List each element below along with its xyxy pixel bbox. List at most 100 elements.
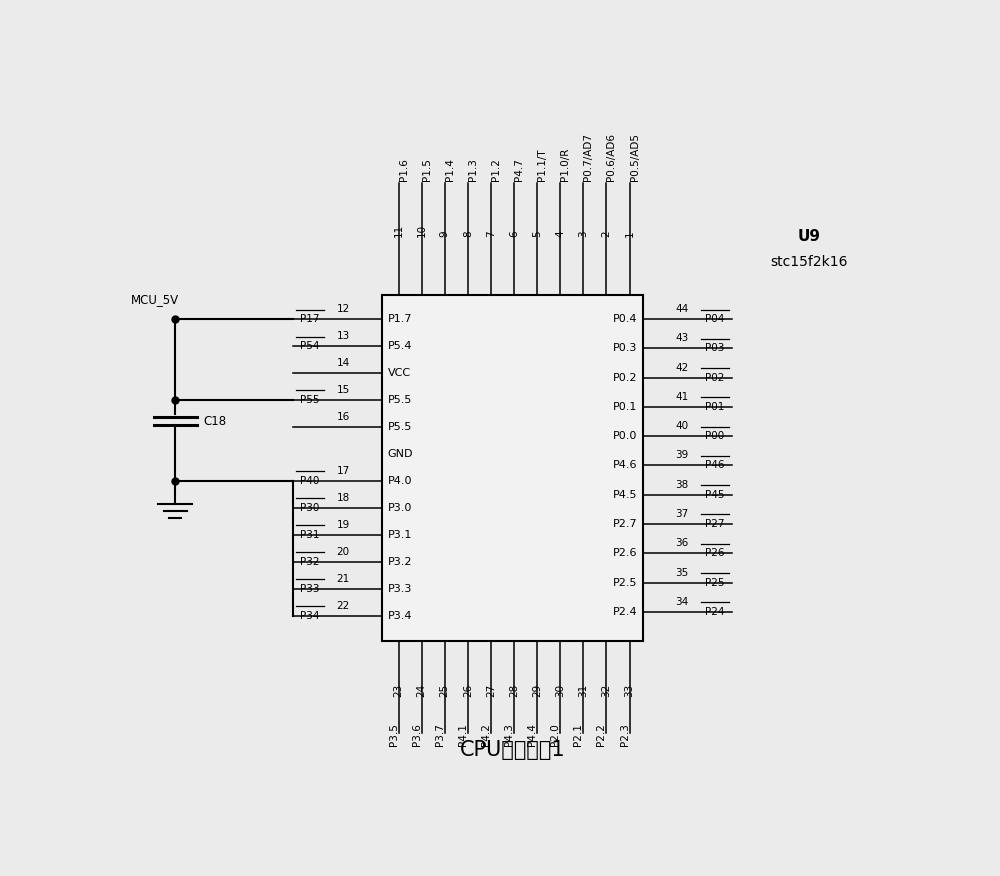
Text: P25: P25	[705, 577, 725, 588]
Text: P3.5: P3.5	[389, 724, 399, 746]
Text: P4.1: P4.1	[458, 724, 468, 746]
Text: VCC: VCC	[388, 368, 411, 378]
Text: CPU主控模块1: CPU主控模块1	[460, 740, 565, 760]
Text: 6: 6	[509, 230, 519, 237]
Text: 14: 14	[336, 358, 350, 368]
Text: U9: U9	[797, 230, 820, 244]
Text: P26: P26	[705, 548, 725, 558]
Text: P0.5/AD5: P0.5/AD5	[630, 132, 640, 180]
Text: P1.3: P1.3	[468, 158, 478, 180]
Text: P4.7: P4.7	[514, 158, 524, 180]
Text: 13: 13	[336, 331, 350, 341]
Text: 8: 8	[463, 230, 473, 237]
Text: 5: 5	[532, 230, 542, 237]
Text: P31: P31	[300, 530, 320, 540]
Text: P02: P02	[705, 372, 725, 383]
Text: P3.0: P3.0	[388, 503, 412, 512]
Text: P55: P55	[300, 395, 320, 405]
Text: 20: 20	[337, 547, 350, 557]
Text: P30: P30	[300, 503, 320, 512]
Text: 22: 22	[336, 601, 350, 611]
Text: P0.0: P0.0	[613, 431, 637, 442]
Text: 37: 37	[675, 509, 689, 519]
Text: 29: 29	[532, 683, 542, 696]
Text: 15: 15	[336, 385, 350, 395]
Text: P45: P45	[705, 490, 725, 499]
Text: 26: 26	[463, 683, 473, 696]
Text: P2.1: P2.1	[573, 724, 583, 746]
Text: P3.7: P3.7	[435, 724, 445, 746]
Text: 21: 21	[336, 574, 350, 583]
Text: P1.7: P1.7	[388, 314, 412, 324]
Text: P2.7: P2.7	[613, 519, 637, 529]
Text: P3.3: P3.3	[388, 583, 412, 594]
Text: P1.1/T: P1.1/T	[537, 148, 547, 180]
Text: P4.2: P4.2	[481, 724, 491, 746]
Text: 1: 1	[625, 230, 635, 237]
Text: P04: P04	[705, 314, 725, 324]
Text: P3.1: P3.1	[388, 530, 412, 540]
Text: P0.7/AD7: P0.7/AD7	[583, 132, 593, 180]
Text: P2.4: P2.4	[613, 607, 637, 617]
Text: 41: 41	[675, 392, 689, 402]
Text: P27: P27	[705, 519, 725, 529]
Text: P5.5: P5.5	[388, 395, 412, 405]
Text: P54: P54	[300, 341, 320, 351]
Text: P2.3: P2.3	[620, 724, 630, 746]
Text: 25: 25	[440, 683, 450, 696]
Text: P33: P33	[300, 583, 320, 594]
Text: P4.4: P4.4	[527, 724, 537, 746]
Text: P1.2: P1.2	[491, 158, 501, 180]
Text: 17: 17	[336, 466, 350, 476]
Text: C18: C18	[203, 414, 226, 427]
Text: P3.2: P3.2	[388, 557, 412, 567]
Text: 31: 31	[578, 683, 588, 696]
Text: 30: 30	[555, 683, 565, 696]
Text: stc15f2k16: stc15f2k16	[770, 255, 848, 269]
Text: 42: 42	[675, 363, 689, 372]
Text: P1.0/R: P1.0/R	[560, 147, 570, 180]
Text: P2.0: P2.0	[550, 724, 560, 746]
Text: 16: 16	[336, 412, 350, 422]
Text: 32: 32	[601, 683, 611, 696]
Text: P4.6: P4.6	[613, 461, 637, 470]
Text: P17: P17	[300, 314, 320, 324]
Text: 11: 11	[394, 223, 404, 237]
Text: 36: 36	[675, 538, 689, 548]
Text: 9: 9	[440, 230, 450, 237]
Text: 19: 19	[336, 519, 350, 530]
Text: P4.3: P4.3	[504, 724, 514, 746]
Text: 10: 10	[417, 223, 427, 237]
Text: P3.6: P3.6	[412, 724, 422, 746]
Text: 38: 38	[675, 480, 689, 490]
Text: P0.1: P0.1	[613, 402, 637, 412]
Text: P4.5: P4.5	[613, 490, 637, 499]
Text: 7: 7	[486, 230, 496, 237]
Text: P0.4: P0.4	[613, 314, 637, 324]
Text: P1.6: P1.6	[399, 158, 409, 180]
Text: P0.2: P0.2	[613, 372, 637, 383]
Text: 28: 28	[509, 683, 519, 696]
Text: 44: 44	[675, 304, 689, 314]
Text: 39: 39	[675, 450, 689, 461]
Text: P46: P46	[705, 461, 725, 470]
Text: P0.6/AD6: P0.6/AD6	[606, 132, 616, 180]
Text: P2.2: P2.2	[596, 724, 606, 746]
Text: P01: P01	[705, 402, 725, 412]
Text: P2.5: P2.5	[613, 577, 637, 588]
Text: 18: 18	[336, 493, 350, 503]
Text: 23: 23	[394, 683, 404, 696]
Text: P24: P24	[705, 607, 725, 617]
Text: P3.4: P3.4	[388, 611, 412, 620]
Text: 24: 24	[417, 683, 427, 696]
Text: MCU_5V: MCU_5V	[131, 293, 179, 307]
Text: 34: 34	[675, 597, 689, 607]
Bar	[382, 294, 643, 641]
Text: P1.4: P1.4	[445, 158, 455, 180]
Text: P40: P40	[300, 476, 320, 486]
Text: GND: GND	[388, 449, 413, 459]
Text: P00: P00	[705, 431, 725, 442]
Text: P03: P03	[705, 343, 725, 353]
Text: P5.4: P5.4	[388, 341, 412, 351]
Text: P32: P32	[300, 557, 320, 567]
